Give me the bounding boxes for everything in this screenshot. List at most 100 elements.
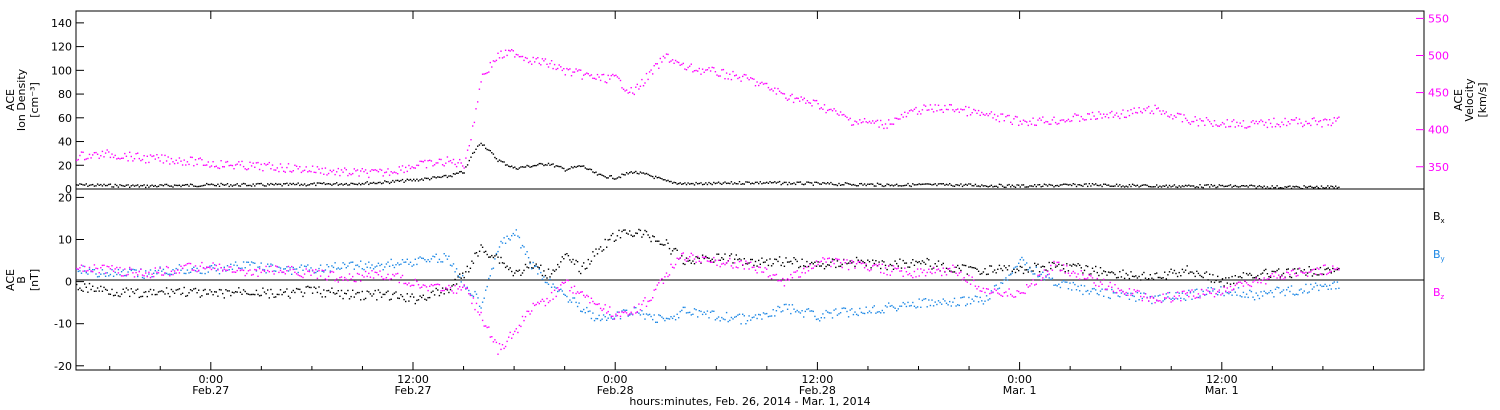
- data-point: [1215, 292, 1217, 295]
- data-point: [1175, 186, 1177, 188]
- data-point: [1040, 279, 1042, 281]
- data-point: [897, 267, 899, 269]
- data-point: [783, 303, 786, 306]
- data-point: [376, 169, 378, 172]
- data-point: [392, 273, 394, 276]
- data-point: [714, 319, 717, 321]
- data-point: [222, 292, 224, 295]
- data-point: [1035, 266, 1037, 268]
- data-point: [743, 315, 745, 317]
- data-point: [273, 296, 275, 298]
- data-point: [124, 185, 126, 187]
- data-point: [249, 184, 251, 187]
- data-point: [563, 258, 565, 260]
- data-point: [165, 287, 168, 289]
- data-point: [576, 261, 579, 263]
- data-point: [567, 168, 570, 170]
- data-point: [569, 168, 571, 170]
- data-point: [284, 183, 286, 185]
- data-point: [393, 171, 396, 173]
- data-point: [831, 183, 834, 185]
- data-point: [1319, 266, 1322, 269]
- data-point: [793, 182, 795, 184]
- data-point: [616, 76, 619, 78]
- data-point: [1242, 272, 1245, 274]
- data-point: [313, 182, 315, 184]
- data-point: [363, 170, 365, 173]
- data-point: [1170, 268, 1172, 270]
- data-point: [401, 274, 404, 277]
- data-point: [1268, 291, 1270, 294]
- data-point: [538, 162, 540, 165]
- data-point: [1099, 113, 1102, 115]
- data-point: [851, 308, 853, 310]
- data-point: [260, 262, 262, 264]
- data-point: [466, 164, 469, 166]
- data-point: [782, 182, 784, 185]
- data-point: [1059, 184, 1062, 186]
- data-point: [140, 159, 142, 162]
- data-point: [985, 113, 988, 115]
- data-point: [520, 55, 522, 58]
- data-point: [976, 185, 978, 187]
- data-point: [1024, 263, 1026, 266]
- data-point: [494, 255, 496, 257]
- data-point: [352, 172, 354, 175]
- data-point: [569, 259, 571, 261]
- data-point: [648, 313, 651, 316]
- data-point: [982, 303, 985, 305]
- data-point: [833, 262, 835, 265]
- data-point: [414, 278, 416, 281]
- data-point: [645, 305, 648, 307]
- data-point: [169, 275, 171, 277]
- data-point: [177, 184, 179, 187]
- data-point: [610, 234, 612, 237]
- data-point: [390, 298, 392, 300]
- data-point: [214, 267, 216, 270]
- data-point: [524, 316, 527, 318]
- data-point: [408, 263, 410, 265]
- data-point: [570, 301, 573, 303]
- data-point: [318, 286, 320, 288]
- data-point: [894, 117, 896, 119]
- data-point: [311, 165, 314, 167]
- data-point: [1157, 295, 1159, 297]
- data-point: [754, 314, 757, 316]
- data-point: [469, 294, 472, 297]
- data-point: [347, 265, 349, 267]
- data-point: [395, 273, 397, 275]
- data-point: [537, 266, 539, 268]
- data-point: [989, 185, 991, 187]
- data-point: [1292, 119, 1294, 121]
- data-point: [1258, 279, 1261, 281]
- data-point: [104, 288, 107, 291]
- data-point: [486, 72, 488, 74]
- data-point: [788, 181, 790, 184]
- data-point: [1192, 120, 1195, 123]
- data-point: [1054, 121, 1057, 124]
- data-point: [254, 293, 256, 296]
- data-point: [1003, 120, 1005, 122]
- data-point: [1125, 116, 1127, 119]
- data-point: [401, 259, 404, 261]
- data-point: [480, 81, 482, 83]
- data-point: [186, 294, 189, 297]
- data-point: [406, 293, 408, 295]
- data-point: [116, 291, 118, 294]
- data-point: [340, 169, 343, 171]
- data-point: [1005, 116, 1007, 118]
- data-point: [692, 182, 694, 185]
- data-point: [185, 164, 187, 166]
- data-point: [920, 183, 922, 186]
- data-point: [681, 183, 683, 185]
- data-point: [355, 280, 357, 283]
- data-point: [888, 302, 890, 304]
- data-point: [625, 309, 628, 311]
- data-point: [1053, 262, 1055, 264]
- data-point: [1229, 283, 1232, 285]
- data-point: [547, 301, 550, 304]
- data-point: [705, 256, 707, 259]
- data-point: [1056, 265, 1058, 267]
- data-point: [77, 288, 79, 291]
